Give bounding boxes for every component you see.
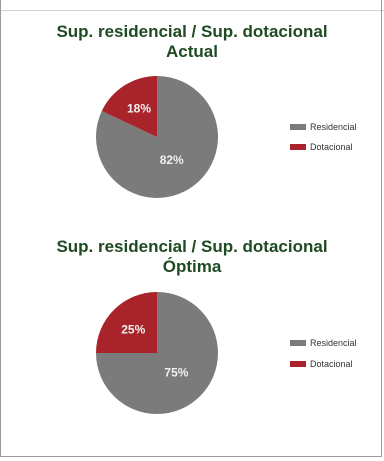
chart-title-line1: Sup. residencial / Sup. dotacional [56, 237, 328, 256]
pie-label-residencial: 82% [160, 153, 184, 167]
pie-chart-optima: Sup. residencial / Sup. dotacional Óptim… [0, 225, 384, 455]
chart-title-line1: Sup. residencial / Sup. dotacional [56, 22, 328, 41]
pie-label-residencial: 75% [164, 365, 188, 379]
legend-swatch-residencial [290, 340, 306, 346]
legend-swatch-dotacional [290, 361, 306, 367]
legend-swatch-dotacional [290, 144, 306, 150]
chart-title-line2: Óptima [162, 257, 222, 276]
pie-label-dotacional: 18% [127, 102, 151, 116]
legend-label-residencial: Residencial [310, 122, 357, 132]
legend-swatch-residencial [290, 124, 306, 130]
pie-svg-optima: 75% 25% [96, 292, 218, 414]
pie-slice-dotacional [101, 76, 157, 137]
pie-chart-actual: Sup. residencial / Sup. dotacional Actua… [0, 0, 384, 225]
legend-label-dotacional: Dotacional [310, 359, 353, 369]
legend-label-residencial: Residencial [310, 338, 357, 348]
pie-svg-actual: 82% 18% [95, 76, 218, 198]
pie-slice-residencial [95, 76, 218, 198]
chart-title-line2: Actual [166, 42, 218, 61]
legend-label-dotacional: Dotacional [310, 142, 353, 152]
pie-slice-dotacional [96, 292, 157, 353]
pie-label-dotacional: 25% [121, 322, 145, 336]
